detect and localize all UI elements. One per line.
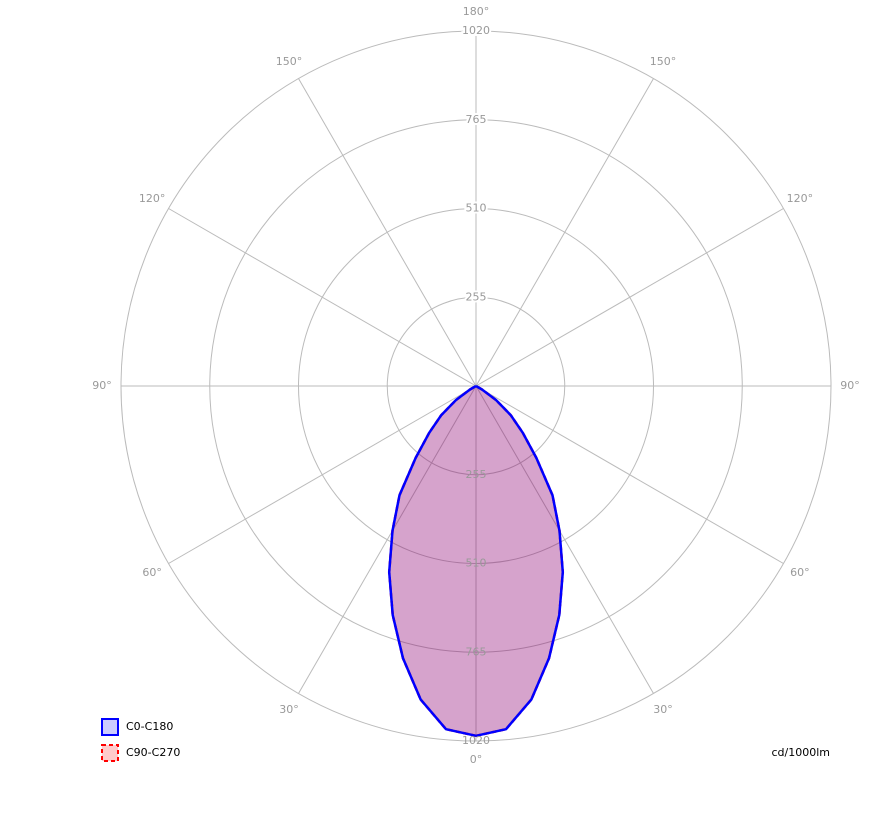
- spoke: [168, 208, 477, 387]
- spoke: [475, 208, 784, 387]
- r-tick-label: 510: [466, 202, 487, 215]
- angle-label: 150°: [276, 55, 303, 68]
- angle-label: 90°: [92, 379, 112, 392]
- series-area: [476, 386, 563, 736]
- unit-label: cd/1000lm: [771, 746, 830, 759]
- angle-label: 30°: [653, 703, 673, 716]
- angle-label: 0°: [470, 753, 483, 766]
- spoke: [475, 385, 654, 694]
- angle-label: 120°: [139, 192, 166, 205]
- r-tick-label: 1020: [462, 24, 490, 37]
- spoke: [168, 385, 477, 564]
- series-area: [389, 386, 476, 736]
- r-tick-label: 510: [466, 557, 487, 570]
- spoke: [475, 78, 654, 387]
- r-tick-label: 765: [466, 645, 487, 658]
- angle-label: 30°: [279, 703, 299, 716]
- series-area: [476, 386, 563, 736]
- spoke: [298, 385, 477, 694]
- legend-label: C0-C180: [126, 720, 173, 733]
- legend-swatch: [101, 718, 119, 736]
- angle-label: 120°: [787, 192, 814, 205]
- r-tick-label: 1020: [462, 734, 490, 747]
- spoke: [298, 78, 477, 387]
- r-tick-label: 765: [466, 113, 487, 126]
- angle-label: 150°: [650, 55, 677, 68]
- r-tick-label: 255: [466, 468, 487, 481]
- angle-label: 180°: [463, 5, 490, 18]
- legend-label: C90-C270: [126, 746, 180, 759]
- series-line: [475, 384, 565, 738]
- angle-label: 60°: [790, 566, 810, 579]
- spoke: [475, 385, 784, 564]
- angle-label: 60°: [142, 566, 162, 579]
- r-tick-label: 255: [466, 290, 487, 303]
- series-line: [387, 384, 477, 738]
- legend-swatch: [101, 744, 119, 762]
- angle-label: 90°: [840, 379, 860, 392]
- series-area: [389, 386, 476, 736]
